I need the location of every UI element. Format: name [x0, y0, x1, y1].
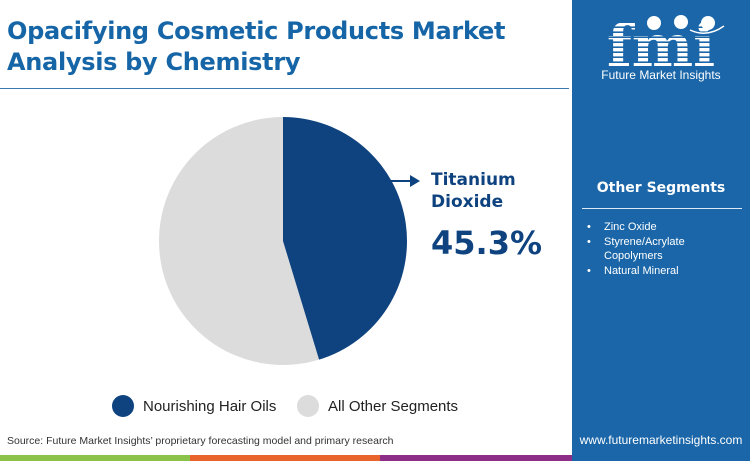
callout-label-2: Dioxide [431, 192, 504, 212]
segment-item: Zinc Oxide [586, 220, 746, 235]
callout-arrow-icon [388, 175, 420, 187]
website-link[interactable]: www.futuremarketinsights.com [579, 433, 743, 447]
pie-slice-titanium-dioxide [283, 117, 407, 360]
legend-item-nourishing-hair-oils: Nourishing Hair Oils [112, 395, 276, 417]
segment-item: Styrene/Acrylate Copolymers [586, 235, 746, 264]
fmi-logo-icon: fmi [607, 12, 725, 80]
callout-value: 45.3% [431, 224, 543, 262]
footer-bar-orange [190, 455, 380, 461]
callout-label-1: Titanium [431, 170, 516, 190]
callout: Titanium Dioxide 45.3% [431, 169, 542, 263]
other-segments-list: Zinc Oxide Styrene/Acrylate Copolymers N… [586, 220, 746, 278]
legend-swatch-icon [112, 395, 134, 417]
legend-item-all-other-segments: All Other Segments [297, 395, 458, 417]
chart-legend: Nourishing Hair Oils All Other Segments [0, 395, 570, 419]
brand-panel: fmi Future Market Insights Other Segment… [572, 0, 750, 461]
svg-text:fmi: fmi [607, 12, 715, 80]
legend-swatch-icon [297, 395, 319, 417]
page-title: Opacifying Cosmetic Products Market Anal… [7, 16, 567, 78]
other-segments-title: Other Segments [596, 180, 726, 196]
logo-caption: Future Market Insights [601, 68, 721, 82]
segment-item: Natural Mineral [586, 264, 746, 279]
title-line-1: Opacifying Cosmetic Products Market [7, 17, 506, 45]
title-line-2: Analysis by Chemistry [7, 48, 301, 76]
footer-bar-purple [380, 455, 572, 461]
legend-label: All Other Segments [328, 397, 459, 415]
source-note: Source: Future Market Insights’ propriet… [7, 435, 394, 447]
other-segments-divider [582, 208, 742, 209]
title-divider [0, 88, 569, 89]
footer-bar-green [0, 455, 190, 461]
pie-chart [159, 117, 407, 365]
legend-label: Nourishing Hair Oils [143, 397, 277, 415]
